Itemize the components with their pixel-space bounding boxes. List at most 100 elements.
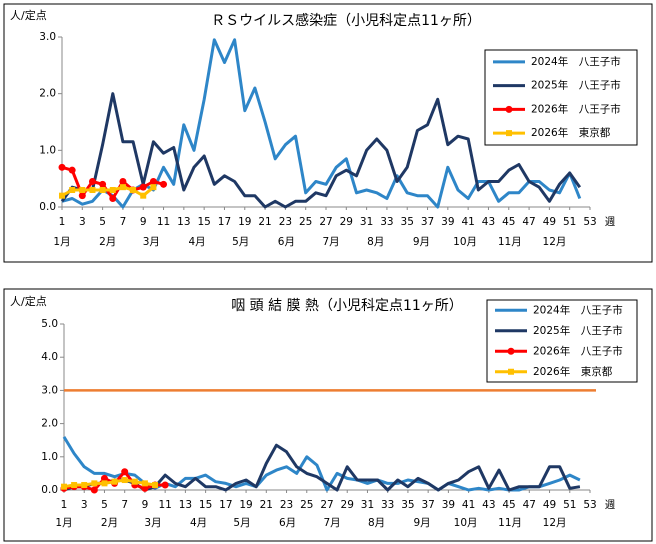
month-label: 4月 <box>190 517 207 529</box>
legend-box <box>484 49 638 146</box>
data-point <box>81 482 88 489</box>
x-tick-label: 25 <box>299 216 312 228</box>
month-label: 8月 <box>367 236 384 248</box>
data-point <box>91 480 98 487</box>
x-tick-label: 3 <box>79 216 86 228</box>
x-tick-label: 53 <box>583 499 596 511</box>
series-line <box>63 443 581 492</box>
x-tick-label: 31 <box>361 499 374 511</box>
x-tick-label: 27 <box>320 499 333 511</box>
y-tick-label: 3.0 <box>41 384 58 396</box>
x-tick-label: 43 <box>482 499 495 511</box>
x-tick-label: 49 <box>543 216 556 228</box>
month-label: 10月 <box>454 517 478 529</box>
chart-title: 咽 頭 結 膜 熱（小児科定点11ヶ所） <box>231 298 463 314</box>
legend-label: 2026年 東京都 <box>531 126 611 139</box>
x-tick-label: 41 <box>461 216 474 228</box>
y-tick-label: 2.0 <box>39 88 56 100</box>
x-tick-label: 5 <box>101 499 108 511</box>
legend-label: 2024年 八王子市 <box>531 55 621 68</box>
y-tick-label: 3.0 <box>39 31 56 43</box>
x-tick-label: 33 <box>381 499 394 511</box>
y-tick-label: 1.0 <box>41 451 58 463</box>
data-point <box>131 478 138 485</box>
x-tick-label: 47 <box>522 216 535 228</box>
month-label: 5月 <box>232 236 249 248</box>
y-axis-label: 人/定点 <box>10 294 47 308</box>
x-axis-label: 週 <box>605 216 616 228</box>
legend-marker <box>505 105 513 113</box>
series-line <box>60 92 582 209</box>
x-tick-label: 23 <box>279 216 292 228</box>
data-point <box>71 482 78 489</box>
data-point <box>119 178 127 185</box>
y-tick-label: 1.0 <box>39 144 56 156</box>
x-tick-label: 33 <box>380 216 393 228</box>
data-point <box>161 481 169 489</box>
x-tick-label: 23 <box>280 499 293 511</box>
x-tick-label: 7 <box>121 499 128 511</box>
y-tick-label: 4.0 <box>41 351 58 363</box>
x-tick-label: 37 <box>421 216 434 228</box>
month-label: 1月 <box>53 236 70 248</box>
data-point <box>100 474 108 482</box>
x-tick-label: 1 <box>59 216 66 228</box>
x-tick-label: 29 <box>340 216 353 228</box>
series-line <box>63 478 156 489</box>
chart-title: ＲＳウイルス感染症（小児科定点11ヶ所） <box>211 12 481 29</box>
series-line <box>61 185 155 198</box>
legend-marker <box>508 368 514 375</box>
data-point <box>99 180 107 188</box>
x-tick-label: 29 <box>341 499 354 511</box>
x-tick-label: 9 <box>140 216 147 228</box>
x-tick-label: 47 <box>523 499 536 511</box>
x-tick-label: 15 <box>197 216 210 228</box>
y-tick-label: 0.0 <box>41 484 58 496</box>
x-tick-label: 35 <box>401 499 414 511</box>
x-tick-label: 17 <box>219 499 232 511</box>
x-tick-label: 7 <box>120 216 127 228</box>
month-label: 3月 <box>144 517 161 529</box>
data-point <box>79 187 86 193</box>
x-tick-label: 53 <box>583 216 596 228</box>
data-point <box>78 192 86 200</box>
month-label: 9月 <box>413 517 430 529</box>
x-tick-label: 15 <box>199 499 212 511</box>
legend-label: 2024年 八王子市 <box>533 303 623 316</box>
month-label: 8月 <box>368 517 385 529</box>
x-tick-label: 37 <box>421 499 434 511</box>
data-point <box>160 180 168 188</box>
month-label: 1月 <box>55 517 72 529</box>
x-axis-label: 週 <box>605 499 616 511</box>
x-tick-label: 9 <box>142 499 149 511</box>
legend-box <box>486 299 638 383</box>
data-point <box>149 178 157 185</box>
legend-label: 2025年 八王子市 <box>533 324 623 337</box>
x-tick-label: 19 <box>239 499 252 511</box>
x-tick-label: 41 <box>462 499 475 511</box>
x-tick-label: 1 <box>61 499 68 511</box>
data-point <box>141 484 149 492</box>
series-line <box>61 38 582 209</box>
data-point <box>69 187 76 193</box>
data-point <box>59 192 65 199</box>
x-tick-label: 49 <box>543 499 556 511</box>
month-label: 6月 <box>278 236 295 248</box>
data-point <box>140 192 147 199</box>
data-point <box>99 187 106 193</box>
x-tick-label: 17 <box>218 216 231 228</box>
data-point <box>88 178 96 185</box>
data-point <box>58 163 66 171</box>
data-point <box>130 187 137 193</box>
x-tick-label: 45 <box>502 499 515 511</box>
x-tick-label: 19 <box>238 216 251 228</box>
data-point <box>121 468 129 476</box>
legend-marker <box>506 130 512 137</box>
data-point <box>121 477 128 484</box>
x-tick-label: 39 <box>441 216 454 228</box>
month-label: 2月 <box>101 517 118 529</box>
y-tick-label: 2.0 <box>41 418 58 430</box>
month-label: 9月 <box>413 236 430 248</box>
x-tick-label: 25 <box>300 499 313 511</box>
x-tick-label: 51 <box>563 216 576 228</box>
